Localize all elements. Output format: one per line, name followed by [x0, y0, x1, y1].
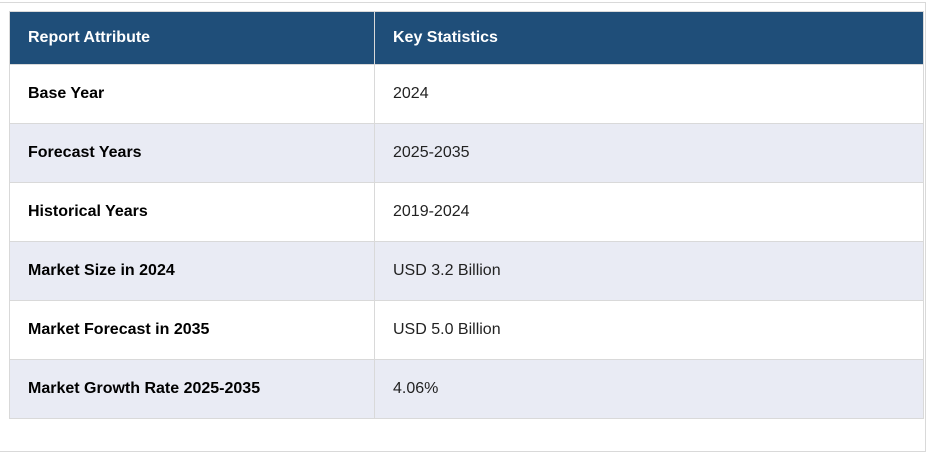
column-header-report-attribute: Report Attribute [9, 11, 375, 65]
attribute-cell: Base Year [9, 64, 375, 124]
table-row: Base Year 2024 [9, 64, 924, 124]
attribute-cell: Market Forecast in 2035 [9, 300, 375, 360]
value-cell: USD 3.2 Billion [374, 241, 924, 301]
value-cell: 2019-2024 [374, 182, 924, 242]
attribute-cell: Market Growth Rate 2025-2035 [9, 359, 375, 419]
value-cell: 2025-2035 [374, 123, 924, 183]
value-cell: USD 5.0 Billion [374, 300, 924, 360]
value-cell: 2024 [374, 64, 924, 124]
table-row: Market Forecast in 2035 USD 5.0 Billion [9, 300, 924, 360]
table-body: Base Year 2024 Forecast Years 2025-2035 Hist… [9, 64, 924, 419]
value-cell: 4.06% [374, 359, 924, 419]
attribute-cell: Historical Years [9, 182, 375, 242]
attribute-cell: Market Size in 2024 [9, 241, 375, 301]
table-row: Historical Years 2019-2024 [9, 182, 924, 242]
table-row: Market Size in 2024 USD 3.2 Billion [9, 241, 924, 301]
attribute-cell: Forecast Years [9, 123, 375, 183]
table-header-row: Report Attribute Key Statistics [9, 11, 924, 65]
column-header-key-statistics: Key Statistics [374, 11, 924, 65]
table-row: Market Growth Rate 2025-2035 4.06% [9, 359, 924, 419]
report-attributes-table: Report Attribute Key Statistics Base Yea… [9, 11, 924, 419]
table-row: Forecast Years 2025-2035 [9, 123, 924, 183]
